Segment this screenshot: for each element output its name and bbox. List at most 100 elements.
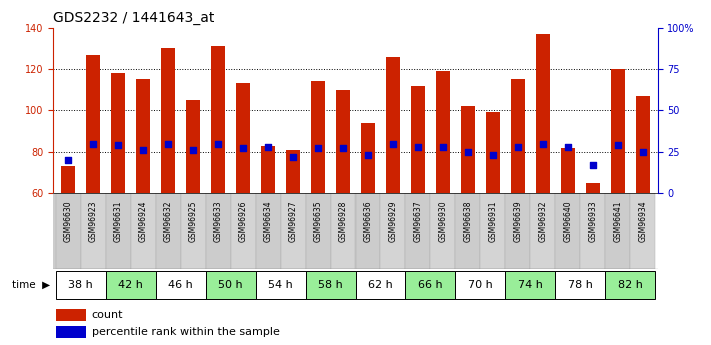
Bar xyxy=(156,193,181,269)
Bar xyxy=(481,193,506,269)
Bar xyxy=(156,270,205,298)
Text: GSM96929: GSM96929 xyxy=(388,201,397,242)
Bar xyxy=(336,90,350,193)
Point xyxy=(462,149,474,155)
Point xyxy=(437,144,449,150)
Bar xyxy=(506,193,530,269)
Bar xyxy=(356,193,380,269)
Text: 42 h: 42 h xyxy=(118,280,143,289)
Point xyxy=(562,144,574,150)
Bar xyxy=(611,69,624,193)
Bar xyxy=(630,193,655,269)
Bar xyxy=(161,48,175,193)
Bar xyxy=(56,309,85,321)
Text: GSM96631: GSM96631 xyxy=(114,201,123,242)
Bar xyxy=(306,193,331,269)
Text: GSM96641: GSM96641 xyxy=(613,201,622,242)
Bar xyxy=(61,166,75,193)
Bar xyxy=(186,100,200,193)
Bar xyxy=(386,57,400,193)
Bar xyxy=(436,71,450,193)
Text: 70 h: 70 h xyxy=(468,280,493,289)
Bar xyxy=(311,81,325,193)
Point xyxy=(337,146,348,151)
Text: GDS2232 / 1441643_at: GDS2232 / 1441643_at xyxy=(53,11,215,25)
Text: GSM96638: GSM96638 xyxy=(464,201,472,242)
Bar xyxy=(586,183,599,193)
Bar xyxy=(605,270,655,298)
Bar xyxy=(261,146,275,193)
Point xyxy=(213,141,224,146)
Bar xyxy=(56,193,81,269)
Bar xyxy=(236,83,250,193)
Text: 74 h: 74 h xyxy=(518,280,542,289)
Bar xyxy=(81,193,106,269)
Point xyxy=(587,162,599,168)
Point xyxy=(63,157,74,163)
Point xyxy=(112,142,124,148)
Bar xyxy=(87,55,100,193)
Bar xyxy=(405,193,430,269)
Bar xyxy=(361,123,375,193)
Text: GSM96633: GSM96633 xyxy=(213,201,223,243)
Text: GSM96637: GSM96637 xyxy=(413,201,422,243)
Point xyxy=(312,146,324,151)
Text: count: count xyxy=(92,310,123,320)
Point xyxy=(612,142,624,148)
Bar xyxy=(131,193,156,269)
Bar xyxy=(506,270,555,298)
Text: 54 h: 54 h xyxy=(268,280,293,289)
Bar xyxy=(256,193,281,269)
Text: GSM96924: GSM96924 xyxy=(139,201,148,242)
Point xyxy=(137,147,149,153)
Text: 38 h: 38 h xyxy=(68,280,93,289)
Bar xyxy=(561,148,574,193)
Point xyxy=(287,154,299,159)
Point xyxy=(487,152,498,158)
Bar xyxy=(461,106,475,193)
Text: GSM96636: GSM96636 xyxy=(363,201,373,243)
Text: GSM96931: GSM96931 xyxy=(488,201,498,242)
Text: 66 h: 66 h xyxy=(418,280,443,289)
Text: 78 h: 78 h xyxy=(568,280,593,289)
Bar xyxy=(205,270,256,298)
Point xyxy=(87,141,99,146)
Text: GSM96928: GSM96928 xyxy=(338,201,348,242)
Text: GSM96630: GSM96630 xyxy=(64,201,73,243)
Text: GSM96632: GSM96632 xyxy=(164,201,173,242)
Bar xyxy=(580,193,605,269)
Text: GSM96930: GSM96930 xyxy=(439,201,447,243)
Point xyxy=(512,144,523,150)
Bar xyxy=(56,326,85,338)
Bar xyxy=(411,86,424,193)
Text: time  ▶: time ▶ xyxy=(11,280,50,289)
Bar xyxy=(455,270,506,298)
Bar xyxy=(356,270,405,298)
Bar xyxy=(256,270,306,298)
Text: GSM96927: GSM96927 xyxy=(289,201,298,242)
Bar xyxy=(511,79,525,193)
Text: GSM96934: GSM96934 xyxy=(638,201,647,243)
Bar xyxy=(530,193,555,269)
Text: GSM96926: GSM96926 xyxy=(239,201,247,242)
Text: percentile rank within the sample: percentile rank within the sample xyxy=(92,327,279,337)
Bar xyxy=(486,112,500,193)
Bar xyxy=(536,34,550,193)
Bar xyxy=(106,193,131,269)
Bar xyxy=(281,193,306,269)
Bar xyxy=(56,270,106,298)
Text: GSM96933: GSM96933 xyxy=(588,201,597,243)
Text: 62 h: 62 h xyxy=(368,280,393,289)
Bar xyxy=(380,193,405,269)
Text: GSM96923: GSM96923 xyxy=(89,201,98,242)
Point xyxy=(163,141,174,146)
Bar xyxy=(405,270,455,298)
Text: 46 h: 46 h xyxy=(169,280,193,289)
Bar xyxy=(205,193,230,269)
Bar xyxy=(331,193,356,269)
Bar xyxy=(430,193,455,269)
Text: GSM96635: GSM96635 xyxy=(314,201,323,243)
Bar xyxy=(287,150,300,193)
Bar xyxy=(605,193,630,269)
Point xyxy=(262,144,274,150)
